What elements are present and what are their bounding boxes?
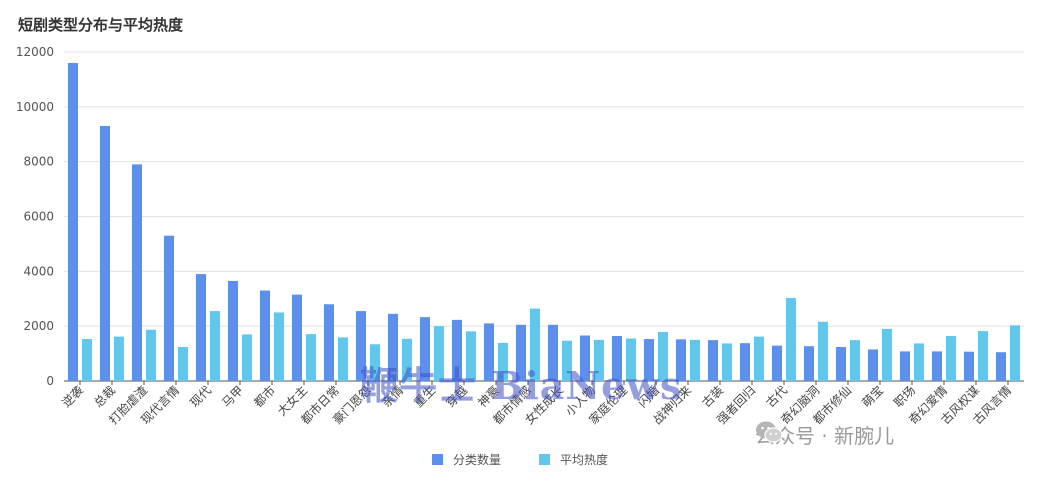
bar-heat xyxy=(402,338,412,381)
wechat-icon xyxy=(756,421,783,443)
y-tick-label: 2000 xyxy=(23,319,54,333)
bar-heat xyxy=(146,329,156,381)
bar-heat xyxy=(306,334,316,381)
bar-count xyxy=(900,351,910,381)
bar-heat xyxy=(178,347,188,381)
legend-label-count: 分类数量 xyxy=(452,453,501,467)
bar-count xyxy=(644,339,654,381)
bar-count xyxy=(420,317,430,381)
bar-count xyxy=(804,346,814,381)
bar-count xyxy=(484,323,494,381)
bar-count xyxy=(836,347,846,381)
bar-heat xyxy=(882,328,892,381)
legend-item-heat[interactable]: 平均热度 xyxy=(539,451,608,468)
bar-count xyxy=(996,352,1006,381)
bar-heat xyxy=(434,326,444,381)
bar-count xyxy=(580,335,590,381)
x-tick-label: 萌宝 xyxy=(859,383,886,410)
x-tick-label: 职场 xyxy=(891,383,918,410)
bar-heat xyxy=(914,343,924,381)
y-tick-label: 0 xyxy=(46,374,54,388)
bar-count xyxy=(740,343,750,381)
legend-swatch-count xyxy=(431,454,443,465)
x-tick-label: 古代 xyxy=(763,383,791,411)
bar-count xyxy=(964,351,974,381)
bar-count xyxy=(452,319,462,381)
bar-heat xyxy=(658,331,668,381)
bar-heat xyxy=(114,336,124,381)
x-tick-label: 现代 xyxy=(187,383,214,410)
watermark: 鞭牛士 BiaNews xyxy=(360,363,683,408)
bar-heat xyxy=(82,339,92,381)
bar-heat xyxy=(722,343,732,381)
bar-heat xyxy=(466,331,476,381)
bar-count xyxy=(100,126,110,382)
y-tick-label: 12000 xyxy=(16,45,54,59)
bar-heat xyxy=(754,336,764,381)
bar-count xyxy=(548,324,558,381)
y-tick-label: 8000 xyxy=(23,155,54,169)
x-tick-label: 马甲 xyxy=(219,383,246,410)
bar-count xyxy=(932,351,942,381)
bar-heat xyxy=(978,331,988,381)
bar-heat xyxy=(562,340,572,381)
x-tick-label: 都市 xyxy=(251,383,279,411)
bar-heat xyxy=(594,339,604,381)
bar-heat xyxy=(498,342,508,381)
bar-heat xyxy=(210,311,220,381)
legend-item-count[interactable]: 分类数量 xyxy=(431,451,501,468)
bar-count xyxy=(676,339,686,381)
bar-heat xyxy=(370,344,380,381)
bar-count xyxy=(196,274,206,381)
y-tick-label: 10000 xyxy=(16,100,54,114)
bar-heat xyxy=(946,336,956,381)
y-tick-label: 4000 xyxy=(23,264,54,278)
bar-heat xyxy=(850,340,860,381)
bar-count xyxy=(228,280,238,381)
bar-heat xyxy=(530,308,540,381)
bar-count xyxy=(260,290,270,381)
bar-count xyxy=(868,349,878,381)
bar-heat xyxy=(786,297,796,381)
bar-count xyxy=(388,313,398,381)
bar-heat xyxy=(690,339,700,381)
bar-count xyxy=(292,294,302,381)
legend-label-heat: 平均热度 xyxy=(560,453,609,467)
bar-count xyxy=(708,340,718,381)
y-tick-label: 6000 xyxy=(23,210,54,224)
bar-heat xyxy=(242,334,252,381)
bar-heat xyxy=(338,337,348,381)
x-tick-label: 逆袭 xyxy=(59,383,87,411)
bar-heat xyxy=(274,312,284,381)
legend-swatch-heat xyxy=(539,454,550,465)
chart-title: 短剧类型分布与平均热度 xyxy=(18,16,184,34)
bar-count xyxy=(356,311,366,381)
legend: 分类数量 平均热度 xyxy=(0,451,1040,468)
bar-count xyxy=(132,164,142,381)
x-tick-label: 古装 xyxy=(699,383,727,411)
bar-heat xyxy=(626,338,636,381)
wechat-account: 公众号 · 新腕儿 xyxy=(755,420,894,449)
bar-heat xyxy=(1010,325,1020,381)
x-tick-label: 总裁 xyxy=(91,383,118,410)
bar-count xyxy=(516,324,526,381)
bar-heat xyxy=(818,321,828,381)
bar-count xyxy=(324,304,334,381)
bar-count xyxy=(612,336,622,381)
bar-count xyxy=(68,62,78,381)
bar-count xyxy=(772,345,782,381)
bar-count xyxy=(164,235,174,381)
